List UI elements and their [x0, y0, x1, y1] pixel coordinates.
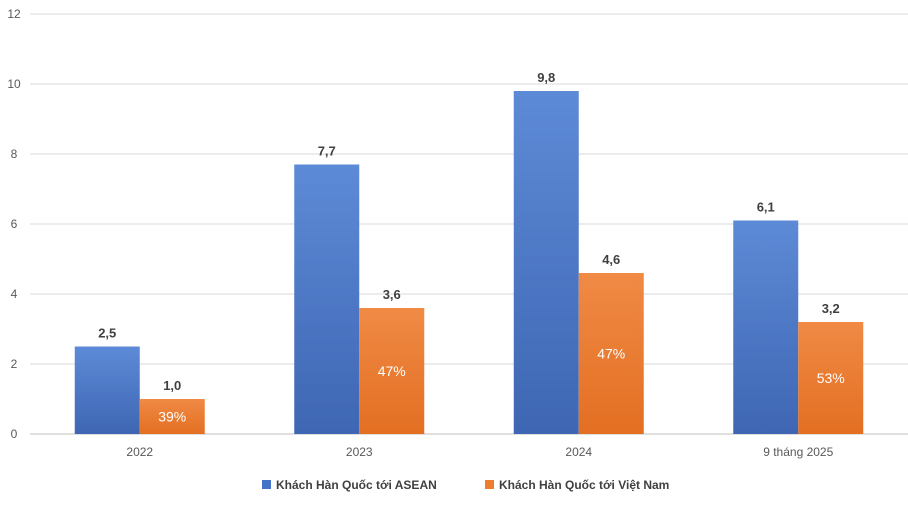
y-axis-ticks: 0 2 4 6 8 10 12 — [7, 7, 21, 441]
legend-swatch — [485, 480, 494, 489]
x-category-label: 9 tháng 2025 — [763, 445, 833, 459]
share-label: 47% — [378, 363, 406, 379]
bar — [74, 346, 140, 434]
x-category-label: 2022 — [126, 445, 153, 459]
y-tick-label: 12 — [7, 7, 21, 21]
y-tick-label: 4 — [11, 287, 18, 301]
bar — [294, 164, 360, 434]
data-label: 1,0 — [163, 378, 181, 393]
x-category-label: 2023 — [346, 445, 373, 459]
x-axis-categories: 2022 2023 2024 9 tháng 2025 — [126, 445, 833, 459]
bar — [513, 91, 579, 434]
bar — [359, 308, 425, 434]
bar — [798, 322, 864, 434]
data-label: 7,7 — [318, 144, 336, 159]
bars — [74, 91, 864, 434]
share-label: 47% — [597, 346, 625, 362]
legend-swatch — [262, 480, 271, 489]
y-tick-label: 2 — [11, 357, 18, 371]
x-category-label: 2024 — [565, 445, 592, 459]
legend: Khách Hàn Quốc tới ASEAN Khách Hàn Quốc t… — [262, 478, 669, 492]
legend-label: Khách Hàn Quốc tới ASEAN — [276, 478, 437, 492]
bar — [578, 273, 644, 434]
data-label: 6,1 — [757, 200, 775, 215]
legend-label: Khách Hàn Quốc tới Việt Nam — [499, 478, 669, 492]
y-tick-label: 0 — [11, 427, 18, 441]
gridlines — [30, 13, 908, 435]
y-tick-label: 8 — [11, 147, 18, 161]
share-label: 53% — [817, 370, 845, 386]
y-tick-label: 10 — [7, 77, 21, 91]
bar — [139, 399, 205, 434]
data-label: 4,6 — [602, 252, 620, 267]
data-label: 2,5 — [98, 326, 116, 341]
data-labels: 2,5 1,0 39% 7,7 3,6 47% 9,8 4,6 47% 6,1 3,2 53% — [98, 70, 845, 425]
data-label: 9,8 — [537, 70, 555, 85]
data-label: 3,2 — [822, 301, 840, 316]
data-label: 3,6 — [383, 287, 401, 302]
y-tick-label: 6 — [11, 217, 18, 231]
bar — [733, 220, 799, 434]
share-label: 39% — [158, 409, 186, 425]
